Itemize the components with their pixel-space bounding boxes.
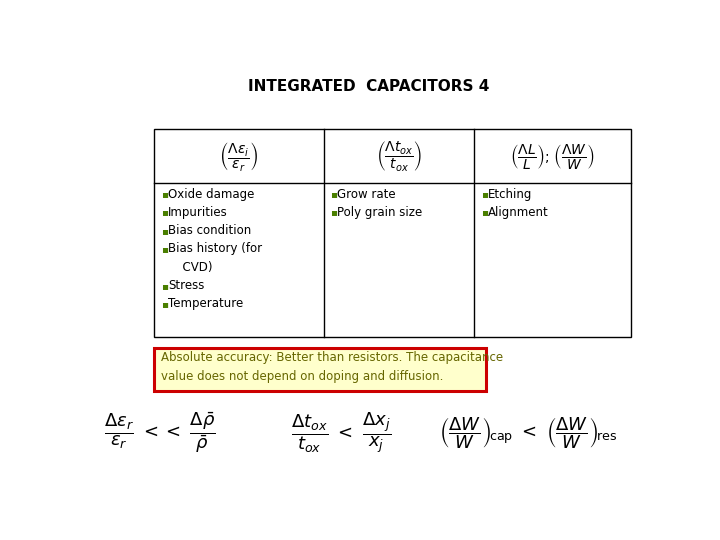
Text: ▪: ▪ bbox=[480, 207, 487, 218]
Text: ▪: ▪ bbox=[161, 281, 168, 291]
Text: Bias history (for: Bias history (for bbox=[168, 242, 262, 255]
Text: ▪: ▪ bbox=[330, 207, 337, 218]
Text: Absolute accuracy: Better than resistors. The capacitance
value does not depend : Absolute accuracy: Better than resistors… bbox=[161, 352, 503, 383]
Text: ▪: ▪ bbox=[161, 226, 168, 235]
Text: $\dfrac{\Delta t_{ox}}{t_{ox}}\ <\ \dfrac{\Delta x_j}{x_j}$: $\dfrac{\Delta t_{ox}}{t_{ox}}\ <\ \dfra… bbox=[291, 410, 391, 455]
Text: ▪: ▪ bbox=[161, 189, 168, 199]
Text: ▪: ▪ bbox=[161, 244, 168, 254]
Text: ▪: ▪ bbox=[161, 299, 168, 309]
Text: $\left(\dfrac{\Lambda L}{L}\right)$; $\left(\dfrac{\Lambda W}{W}\right)$: $\left(\dfrac{\Lambda L}{L}\right)$; $\l… bbox=[510, 142, 595, 171]
Text: $\dfrac{\Delta\varepsilon_r}{\varepsilon_r}\ <<\ \dfrac{\Delta\bar{\rho}}{\bar{\: $\dfrac{\Delta\varepsilon_r}{\varepsilon… bbox=[104, 410, 215, 455]
Text: Stress: Stress bbox=[168, 279, 204, 292]
Text: Alignment: Alignment bbox=[487, 206, 549, 219]
Text: Bias condition: Bias condition bbox=[168, 224, 251, 237]
Text: $\left(\dfrac{\Delta W}{W}\right)_{\!\rm cap}\ <\ \left(\dfrac{\Delta W}{W}\righ: $\left(\dfrac{\Delta W}{W}\right)_{\!\rm… bbox=[438, 415, 617, 450]
Text: Poly grain size: Poly grain size bbox=[338, 206, 423, 219]
Text: $\left(\dfrac{\Lambda\varepsilon_i}{\varepsilon_r}\right)$: $\left(\dfrac{\Lambda\varepsilon_i}{\var… bbox=[219, 140, 258, 173]
Text: Temperature: Temperature bbox=[168, 298, 243, 310]
Text: ▪: ▪ bbox=[480, 189, 487, 199]
Text: Grow rate: Grow rate bbox=[338, 187, 396, 201]
Text: INTEGRATED  CAPACITORS 4: INTEGRATED CAPACITORS 4 bbox=[248, 79, 490, 94]
Text: ▪: ▪ bbox=[161, 207, 168, 218]
Text: $\left(\dfrac{\Lambda t_{ox}}{t_{ox}}\right)$: $\left(\dfrac{\Lambda t_{ox}}{t_{ox}}\ri… bbox=[376, 139, 422, 173]
Text: Oxide damage: Oxide damage bbox=[168, 187, 254, 201]
Text: Etching: Etching bbox=[487, 187, 532, 201]
Bar bbox=[154, 348, 486, 391]
Bar bbox=[154, 129, 631, 337]
Text: Impurities: Impurities bbox=[168, 206, 228, 219]
Text: CVD): CVD) bbox=[176, 261, 213, 274]
Text: ▪: ▪ bbox=[330, 189, 337, 199]
